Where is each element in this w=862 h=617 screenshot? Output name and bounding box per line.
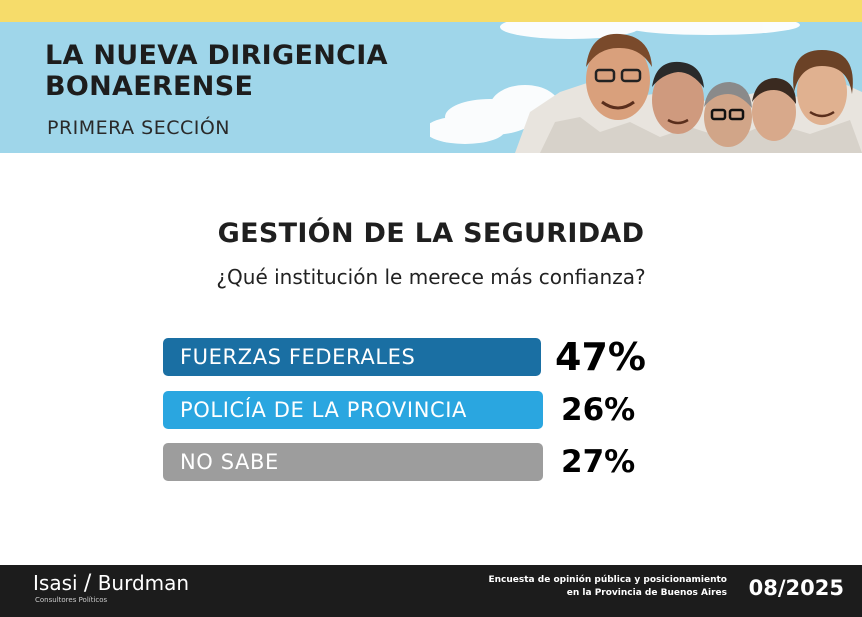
- survey-note-line-2: en la Provincia de Buenos Aires: [566, 588, 727, 598]
- brand-slash: /: [83, 571, 92, 596]
- caricature-illustration: [430, 22, 862, 153]
- bar-value-label: 27%: [561, 444, 636, 480]
- face-3: [704, 82, 752, 147]
- brand-tagline: Consultores Políticos: [35, 596, 108, 604]
- bar-category-label: NO SABE: [180, 450, 279, 474]
- chart-question: ¿Qué institución le merece más confianza…: [216, 265, 646, 289]
- face-4: [752, 78, 796, 141]
- header-subtitle: PRIMERA SECCIÓN: [47, 117, 230, 139]
- face-1: [586, 33, 652, 120]
- bar: POLICÍA DE LA PROVINCIA: [163, 391, 543, 429]
- face-2: [652, 61, 704, 134]
- header-banner: LA NUEVA DIRIGENCIA BONAERENSE PRIMERA S…: [0, 22, 862, 153]
- chart-title: GESTIÓN DE LA SEGURIDAD: [217, 218, 645, 249]
- brand-name-right: Burdman: [97, 571, 190, 595]
- bar-value-label: 26%: [561, 392, 636, 428]
- footer-bar: Isasi / Burdman Consultores Políticos En…: [0, 565, 862, 617]
- brand-logo: Isasi / Burdman: [33, 571, 189, 596]
- survey-date: 08/2025: [748, 576, 844, 600]
- bar-category-label: POLICÍA DE LA PROVINCIA: [180, 398, 468, 422]
- header-title-line-1: LA NUEVA DIRIGENCIA: [45, 40, 388, 71]
- brand-name-left: Isasi: [33, 571, 78, 595]
- survey-note-line-1: Encuesta de opinión pública y posicionam…: [488, 575, 728, 585]
- top-accent-strip: [0, 0, 862, 22]
- header-title-line-2: BONAERENSE: [45, 71, 254, 102]
- bar: NO SABE: [163, 443, 543, 481]
- face-5: [793, 50, 853, 125]
- survey-note: Encuesta de opinión pública y posicionam…: [489, 574, 728, 600]
- bar-value-label: 47%: [555, 335, 646, 379]
- bar: FUERZAS FEDERALES: [163, 338, 541, 376]
- header-title: LA NUEVA DIRIGENCIA BONAERENSE: [45, 40, 388, 102]
- bar-category-label: FUERZAS FEDERALES: [180, 345, 416, 369]
